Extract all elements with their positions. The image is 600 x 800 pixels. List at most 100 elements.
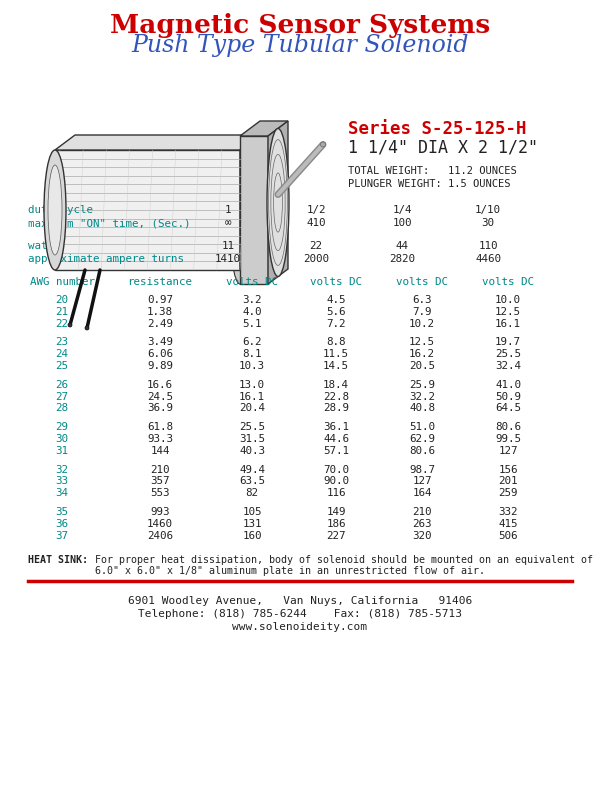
Text: 6.2: 6.2	[242, 338, 262, 347]
Text: Push Type Tubular Solenoid: Push Type Tubular Solenoid	[131, 34, 469, 57]
Text: 3.49: 3.49	[147, 338, 173, 347]
Text: Series S-25-125-H: Series S-25-125-H	[348, 120, 527, 138]
Text: 35: 35	[56, 507, 68, 517]
Text: 41.0: 41.0	[495, 380, 521, 390]
Text: 40.8: 40.8	[409, 403, 435, 414]
Text: 6.06: 6.06	[147, 349, 173, 359]
Text: 12.5: 12.5	[409, 338, 435, 347]
Text: 80.6: 80.6	[495, 422, 521, 432]
Text: 8.1: 8.1	[242, 349, 262, 359]
Text: 0.97: 0.97	[147, 295, 173, 305]
Text: 37: 37	[56, 530, 68, 541]
Polygon shape	[240, 121, 288, 136]
Text: 2820: 2820	[389, 254, 415, 264]
Text: 29: 29	[56, 422, 68, 432]
Text: 10.3: 10.3	[239, 361, 265, 371]
Text: 9.89: 9.89	[147, 361, 173, 371]
Ellipse shape	[320, 142, 325, 147]
Text: 20: 20	[56, 295, 68, 305]
Text: 6901 Woodley Avenue,   Van Nuys, California   91406: 6901 Woodley Avenue, Van Nuys, Californi…	[128, 596, 472, 606]
Text: AWG number: AWG number	[29, 277, 95, 287]
Text: 40.3: 40.3	[239, 446, 265, 456]
Text: 93.3: 93.3	[147, 434, 173, 444]
Text: 164: 164	[412, 488, 432, 498]
Text: resistance: resistance	[128, 277, 193, 287]
Text: 210: 210	[150, 465, 170, 474]
Text: For proper heat dissipation, body of solenoid should be mounted on an equivalent: For proper heat dissipation, body of sol…	[95, 555, 593, 566]
Text: 57.1: 57.1	[323, 446, 349, 456]
Text: 32: 32	[56, 465, 68, 474]
Text: 63.5: 63.5	[239, 476, 265, 486]
Text: 6.0" x 6.0" x 1/8" aluminum plate in an unrestricted flow of air.: 6.0" x 6.0" x 1/8" aluminum plate in an …	[95, 566, 485, 576]
Text: 90.0: 90.0	[323, 476, 349, 486]
Ellipse shape	[68, 323, 72, 327]
Text: 149: 149	[326, 507, 346, 517]
Text: 186: 186	[326, 518, 346, 529]
Text: 2.49: 2.49	[147, 318, 173, 329]
Text: 62.9: 62.9	[409, 434, 435, 444]
Text: www.solenoideity.com: www.solenoideity.com	[233, 622, 367, 632]
Text: 131: 131	[242, 518, 262, 529]
Text: 7.9: 7.9	[412, 306, 432, 317]
Text: 28.9: 28.9	[323, 403, 349, 414]
Text: 1/4: 1/4	[392, 205, 412, 215]
Text: 25.5: 25.5	[495, 349, 521, 359]
Polygon shape	[55, 150, 240, 270]
Text: 156: 156	[498, 465, 518, 474]
Text: 144: 144	[150, 446, 170, 456]
Polygon shape	[55, 135, 260, 150]
Text: 25.5: 25.5	[239, 422, 265, 432]
Text: 127: 127	[412, 476, 432, 486]
Text: 415: 415	[498, 518, 518, 529]
Text: 506: 506	[498, 530, 518, 541]
Polygon shape	[268, 121, 288, 284]
Text: 16.1: 16.1	[239, 391, 265, 402]
Text: 357: 357	[150, 476, 170, 486]
Polygon shape	[240, 135, 260, 270]
Text: 110: 110	[478, 241, 498, 251]
Text: 24: 24	[56, 349, 68, 359]
Text: 30: 30	[482, 218, 494, 228]
Text: 20.4: 20.4	[239, 403, 265, 414]
Text: 8.8: 8.8	[326, 338, 346, 347]
Text: 26: 26	[56, 380, 68, 390]
Text: 33: 33	[56, 476, 68, 486]
Text: HEAT SINK:: HEAT SINK:	[28, 555, 88, 566]
Text: PLUNGER WEIGHT: 1.5 OUNCES: PLUNGER WEIGHT: 1.5 OUNCES	[348, 179, 511, 189]
Text: 2000: 2000	[303, 254, 329, 264]
Text: 12.5: 12.5	[495, 306, 521, 317]
Text: volts DC: volts DC	[396, 277, 448, 287]
Text: volts DC: volts DC	[310, 277, 362, 287]
Text: 49.4: 49.4	[239, 465, 265, 474]
Text: 32.2: 32.2	[409, 391, 435, 402]
Text: 210: 210	[412, 507, 432, 517]
Text: 16.1: 16.1	[495, 318, 521, 329]
Text: 320: 320	[412, 530, 432, 541]
Text: 25: 25	[56, 361, 68, 371]
Ellipse shape	[229, 136, 251, 284]
Text: 263: 263	[412, 518, 432, 529]
Text: 19.7: 19.7	[495, 338, 521, 347]
Text: 16.6: 16.6	[147, 380, 173, 390]
Text: 61.8: 61.8	[147, 422, 173, 432]
Text: 70.0: 70.0	[323, 465, 349, 474]
Text: 100: 100	[392, 218, 412, 228]
Text: 1410: 1410	[215, 254, 241, 264]
Text: 259: 259	[498, 488, 518, 498]
Text: 20.5: 20.5	[409, 361, 435, 371]
Text: 31.5: 31.5	[239, 434, 265, 444]
Text: 1: 1	[225, 205, 231, 215]
Text: 332: 332	[498, 507, 518, 517]
Text: 24.5: 24.5	[147, 391, 173, 402]
Text: approximate ampere turns: approximate ampere turns	[28, 254, 184, 264]
Text: 27: 27	[56, 391, 68, 402]
Polygon shape	[240, 136, 268, 284]
Text: 64.5: 64.5	[495, 403, 521, 414]
Text: duty cycle: duty cycle	[28, 205, 93, 215]
Text: 10.2: 10.2	[409, 318, 435, 329]
Text: 16.2: 16.2	[409, 349, 435, 359]
Text: 98.7: 98.7	[409, 465, 435, 474]
Text: 4.5: 4.5	[326, 295, 346, 305]
Text: 105: 105	[242, 507, 262, 517]
Text: 3.2: 3.2	[242, 295, 262, 305]
